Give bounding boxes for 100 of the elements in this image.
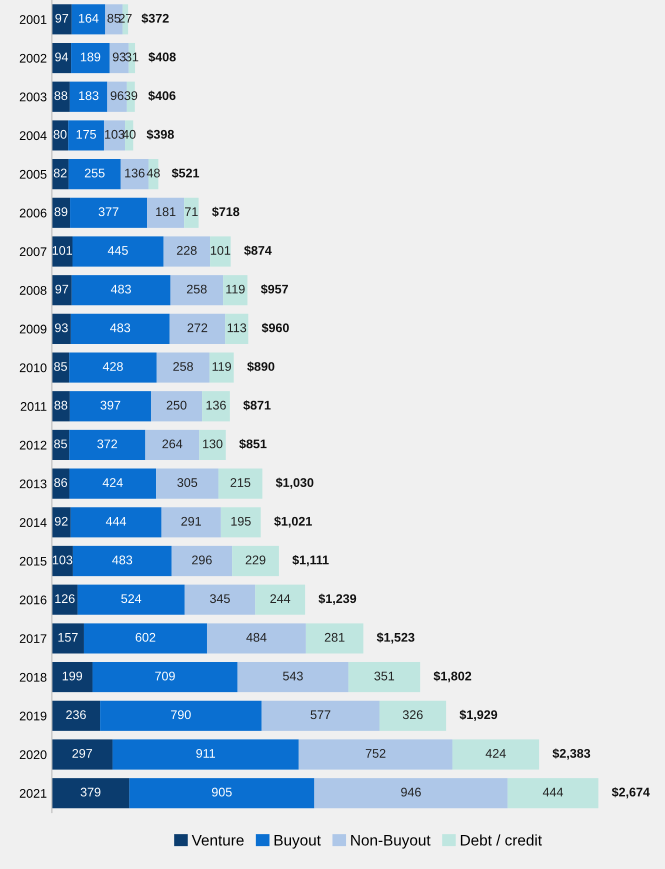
data-label: 483 xyxy=(110,284,131,294)
data-label: 130 xyxy=(203,439,222,448)
data-label: 264 xyxy=(162,439,182,448)
data-label: 85 xyxy=(54,362,67,371)
data-label: 157 xyxy=(58,633,78,642)
total-label: $398 xyxy=(146,129,174,140)
data-label: 484 xyxy=(246,632,267,642)
data-label: 255 xyxy=(84,168,105,178)
legend-label: Debt / credit xyxy=(460,834,542,846)
y-tick-label: 2015 xyxy=(20,556,46,566)
data-label: 39 xyxy=(124,91,138,100)
bar xyxy=(184,584,256,615)
data-label: 444 xyxy=(542,788,564,796)
data-label: 119 xyxy=(226,284,245,294)
data-label: 250 xyxy=(166,400,186,410)
bar xyxy=(72,4,106,34)
data-label: 89 xyxy=(54,207,68,216)
data-label: 326 xyxy=(402,710,423,720)
data-label: 181 xyxy=(156,207,176,216)
data-label: 189 xyxy=(80,52,100,62)
y-tick-label: 2010 xyxy=(20,363,47,372)
bar xyxy=(225,314,248,344)
bar xyxy=(52,391,70,422)
y-tick-label: 2005 xyxy=(20,170,46,179)
data-label: 428 xyxy=(102,362,123,371)
data-label: 602 xyxy=(136,632,156,642)
data-label: 82 xyxy=(54,168,67,178)
y-tick-label: 2017 xyxy=(20,634,46,644)
bar xyxy=(220,507,261,538)
bar xyxy=(306,623,364,654)
total-label: $372 xyxy=(142,13,169,24)
bar xyxy=(172,546,232,576)
data-label: 483 xyxy=(112,556,132,564)
total-label: $957 xyxy=(260,284,288,294)
data-label: 183 xyxy=(79,91,98,100)
bar xyxy=(156,352,210,383)
bar xyxy=(298,739,452,770)
data-label: 94 xyxy=(55,52,68,62)
data-label: 88 xyxy=(54,400,68,410)
data-label: 543 xyxy=(283,672,303,680)
data-label: 228 xyxy=(176,246,197,255)
bar xyxy=(170,314,226,344)
bar xyxy=(148,159,158,190)
data-label: 126 xyxy=(55,594,75,604)
data-label: 377 xyxy=(98,207,118,216)
bar xyxy=(150,391,202,422)
y-tick-label: 2012 xyxy=(20,440,46,450)
total-label: $406 xyxy=(148,90,176,101)
data-label: 215 xyxy=(230,478,250,487)
bar xyxy=(348,662,420,692)
data-label: 101 xyxy=(52,246,72,255)
bar xyxy=(52,584,78,615)
bar xyxy=(52,662,93,692)
data-label: 88 xyxy=(54,91,68,100)
bar xyxy=(52,778,130,808)
total-label: $1,111 xyxy=(292,554,329,566)
y-tick-label: 2009 xyxy=(20,324,46,334)
y-tick-label: 2001 xyxy=(20,15,46,24)
y-tick-label: 2020 xyxy=(20,750,47,760)
data-label: 164 xyxy=(78,14,99,23)
bar xyxy=(52,82,70,112)
data-label: 113 xyxy=(228,323,246,332)
total-label: $874 xyxy=(244,245,272,256)
bar xyxy=(69,430,146,460)
data-label: 272 xyxy=(188,323,208,332)
data-label: 136 xyxy=(206,400,226,410)
data-label: 175 xyxy=(76,130,96,139)
total-label: $1,523 xyxy=(376,632,414,644)
bar xyxy=(92,662,238,692)
data-label: 281 xyxy=(324,632,344,642)
bar xyxy=(69,352,157,383)
data-label: 946 xyxy=(401,788,421,797)
data-label: 97 xyxy=(55,284,68,294)
data-label: 444 xyxy=(106,516,126,526)
y-tick-label: 2003 xyxy=(20,92,46,102)
data-label: 905 xyxy=(212,788,232,797)
bar xyxy=(100,700,262,731)
legend-label: Non-Buyout xyxy=(351,834,431,849)
bar xyxy=(52,739,113,770)
bar xyxy=(508,778,598,808)
data-label: 229 xyxy=(246,556,266,564)
bar xyxy=(70,314,170,344)
total-label: $1,929 xyxy=(460,710,498,721)
total-label: $718 xyxy=(212,206,240,217)
data-label: 258 xyxy=(173,362,193,371)
data-label: 80 xyxy=(54,130,67,139)
y-tick-label: 2006 xyxy=(20,208,46,218)
data-label: 291 xyxy=(181,516,201,526)
data-label: 351 xyxy=(374,672,394,680)
data-label: 101 xyxy=(210,246,230,255)
data-label: 424 xyxy=(102,478,123,487)
y-tick-label: 2008 xyxy=(20,286,46,295)
data-label: 92 xyxy=(54,516,68,526)
bar xyxy=(170,275,224,306)
bar xyxy=(199,430,226,460)
bar xyxy=(223,275,248,306)
data-label: 96 xyxy=(110,91,124,100)
bar xyxy=(145,430,200,460)
bar xyxy=(161,507,221,538)
data-label: 27 xyxy=(119,14,132,23)
